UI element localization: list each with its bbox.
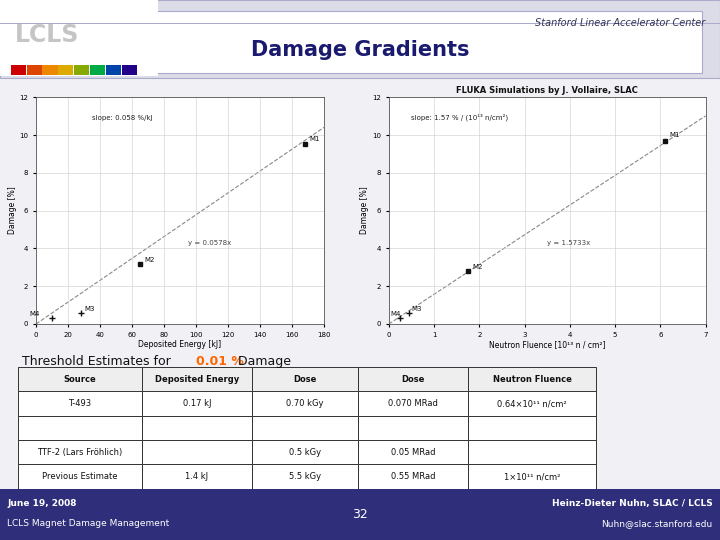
Bar (252, 367, 359, 392)
Bar (359, 464, 469, 489)
Text: 32: 32 (352, 508, 368, 521)
Text: 0.55 MRad: 0.55 MRad (391, 472, 436, 481)
Text: Threshold Estimates for: Threshold Estimates for (22, 355, 174, 368)
Bar (469, 392, 595, 416)
Bar (469, 464, 595, 489)
Text: LCLS Magnet Damage Management: LCLS Magnet Damage Management (7, 519, 169, 528)
Text: T-493: T-493 (68, 399, 91, 408)
Text: slope: 0.058 %/kJ: slope: 0.058 %/kJ (92, 115, 153, 121)
Text: LCLS: LCLS (14, 23, 78, 47)
Text: 0.64×10¹¹ n/cm²: 0.64×10¹¹ n/cm² (498, 399, 567, 408)
Text: M2: M2 (145, 256, 156, 262)
Bar (142, 464, 252, 489)
Bar (469, 440, 595, 464)
Text: Stanford Linear Accelerator Center: Stanford Linear Accelerator Center (536, 18, 706, 28)
Bar (469, 416, 595, 440)
Bar (359, 440, 469, 464)
Text: TTF-2 (Lars Fröhlich): TTF-2 (Lars Fröhlich) (37, 448, 122, 457)
Text: 1×10¹¹ n/cm²: 1×10¹¹ n/cm² (504, 472, 560, 481)
Text: Source: Source (63, 375, 96, 384)
Text: y = 1.5733x: y = 1.5733x (547, 240, 590, 246)
Text: slope: 1.57 % / (10¹³ n/cm²): slope: 1.57 % / (10¹³ n/cm²) (411, 114, 508, 122)
Text: M1: M1 (310, 136, 320, 141)
Bar (18, 392, 142, 416)
Text: M1: M1 (670, 132, 680, 138)
Bar (18, 416, 142, 440)
Bar (142, 392, 252, 416)
Bar (359, 416, 469, 440)
Text: y = 0.0578x: y = 0.0578x (188, 240, 231, 246)
Text: Neutron Fluence: Neutron Fluence (492, 375, 572, 384)
Text: June 19, 2008: June 19, 2008 (7, 499, 77, 508)
Bar (142, 440, 252, 464)
Text: Damage Gradients: Damage Gradients (251, 40, 469, 60)
Text: M3: M3 (84, 306, 94, 312)
Text: Nuhn@slac.stanford.edu: Nuhn@slac.stanford.edu (601, 519, 713, 528)
Text: Damage: Damage (234, 355, 291, 368)
Text: 5.5 kGy: 5.5 kGy (289, 472, 321, 481)
Bar (359, 392, 469, 416)
Bar (252, 440, 359, 464)
Bar (469, 367, 595, 392)
Text: 0.070 MRad: 0.070 MRad (388, 399, 438, 408)
Text: Dose: Dose (402, 375, 425, 384)
Bar (252, 464, 359, 489)
Text: 0.17 kJ: 0.17 kJ (183, 399, 211, 408)
Y-axis label: Damage [%]: Damage [%] (8, 187, 17, 234)
Bar (18, 440, 142, 464)
Bar (252, 392, 359, 416)
Bar (142, 367, 252, 392)
Title: FLUKA Simulations by J. Vollaire, SLAC: FLUKA Simulations by J. Vollaire, SLAC (456, 86, 638, 95)
Text: M4: M4 (390, 312, 400, 318)
Text: 0.05 MRad: 0.05 MRad (391, 448, 436, 457)
Bar (142, 416, 252, 440)
Text: Previous Estimate: Previous Estimate (42, 472, 117, 481)
Bar (252, 416, 359, 440)
Text: Heinz-Dieter Nuhn, SLAC / LCLS: Heinz-Dieter Nuhn, SLAC / LCLS (552, 499, 713, 508)
Text: 0.70 kGy: 0.70 kGy (287, 399, 324, 408)
Text: 1.4 kJ: 1.4 kJ (185, 472, 208, 481)
Y-axis label: Damage [%]: Damage [%] (361, 187, 369, 234)
Bar (18, 464, 142, 489)
Text: M2: M2 (472, 264, 483, 270)
X-axis label: Deposited Energy [kJ]: Deposited Energy [kJ] (138, 340, 222, 349)
X-axis label: Neutron Fluence [10¹³ n / cm²]: Neutron Fluence [10¹³ n / cm²] (489, 340, 606, 349)
Text: Deposited Energy: Deposited Energy (155, 375, 239, 384)
Text: Dose: Dose (293, 375, 317, 384)
Text: M4: M4 (30, 312, 40, 318)
Bar (18, 367, 142, 392)
Bar (359, 367, 469, 392)
Text: 0.5 kGy: 0.5 kGy (289, 448, 321, 457)
Text: 0.01 %: 0.01 % (196, 355, 243, 368)
Text: M3: M3 (411, 306, 422, 312)
